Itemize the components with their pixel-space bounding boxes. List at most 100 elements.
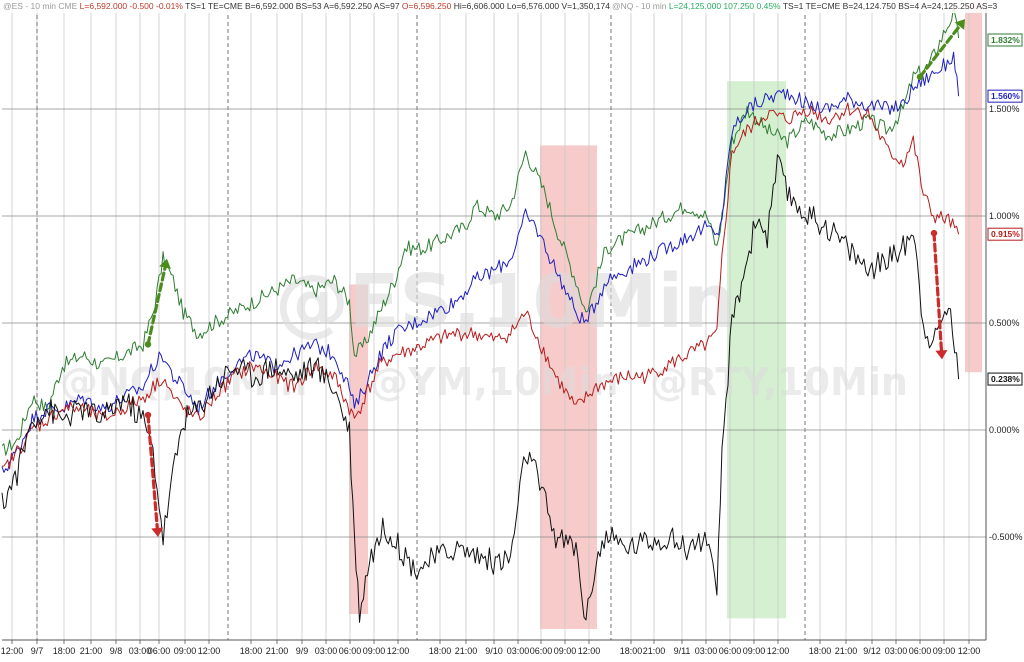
header-nq-field-6: TE=CME bbox=[803, 1, 840, 11]
arrow-shaft-1 bbox=[146, 265, 167, 346]
arrow-head-4 bbox=[935, 350, 948, 360]
y-axis: 1.500% 1.000% 0.500% 0.000% -0.500% bbox=[989, 104, 1023, 542]
x-tick-label-1: 12:00 bbox=[1, 646, 24, 656]
y-tick-label-3: 0.500% bbox=[989, 318, 1020, 328]
x-tick-label-33: 9/12 bbox=[863, 646, 881, 656]
header-nq-field-4: 0.45% bbox=[754, 1, 781, 11]
chart-grid bbox=[2, 8, 987, 641]
header-bar: @ES - 10 min CME L=6,592.000 -0.500 -0.0… bbox=[0, 0, 1024, 13]
last-value-label-ym: 0.915% bbox=[991, 229, 1020, 239]
x-tick-label-22: 09:00 bbox=[554, 646, 577, 656]
x-tick-label-34: 03:00 bbox=[885, 646, 908, 656]
last-value-label-rty: 0.238% bbox=[991, 374, 1020, 384]
watermark-big: @ES,10Min bbox=[275, 259, 736, 345]
last-value-box-rty bbox=[987, 372, 1023, 386]
y-tick-label-5: -0.500% bbox=[989, 532, 1023, 542]
last-value-label-nq: 1.832% bbox=[991, 35, 1020, 45]
highlight-band-2 bbox=[540, 145, 597, 630]
header-es-field-5: -0.01% bbox=[154, 1, 184, 11]
arrow-origin-dot-4 bbox=[930, 229, 938, 237]
header-es-field-8: B=6,592.000 bbox=[243, 1, 294, 11]
header-quote-es: @ES - 10 min CME L=6,592.000 -0.500 -0.0… bbox=[3, 1, 610, 11]
header-nq-field-5: TS=1 bbox=[781, 1, 804, 11]
x-tick-label-18: 21:00 bbox=[455, 646, 478, 656]
header-es-field-3: L=6,592.000 bbox=[77, 1, 127, 11]
header-nq-field-2: L=24,125.000 bbox=[666, 1, 721, 11]
arrow-head-3 bbox=[954, 19, 965, 30]
x-tick-label-4: 21:00 bbox=[80, 646, 103, 656]
x-tick-label-12: 9/9 bbox=[296, 646, 309, 656]
header-es-field-12: O=6,596.250 bbox=[400, 1, 452, 11]
x-tick-label-21: 06:00 bbox=[530, 646, 553, 656]
arrow-head-1 bbox=[159, 258, 171, 269]
header-es-field-1: @ES - 10 min bbox=[3, 1, 56, 11]
x-tick-label-24: 18:00 bbox=[620, 646, 643, 656]
x-tick-label-26: 9/11 bbox=[674, 646, 691, 656]
x-tick-label-31: 18:00 bbox=[809, 646, 832, 656]
arrow-shaft-3 bbox=[918, 24, 962, 79]
header-nq-field-7: B=24,124.750 bbox=[840, 1, 896, 11]
series-line-ym bbox=[1, 102, 960, 470]
series-line-nq bbox=[1, 6, 960, 456]
arrow-origin-dot-2 bbox=[144, 411, 152, 419]
x-tick-label-37: 12:00 bbox=[958, 646, 981, 656]
arrow-shaft-2 bbox=[146, 413, 159, 530]
arrow-origin-dot-1 bbox=[144, 341, 152, 348]
header-es-field-9: BS=53 bbox=[293, 1, 321, 11]
header-nq-field-10: AS=3 bbox=[974, 1, 997, 11]
x-tick-label-28: 06:00 bbox=[719, 646, 742, 656]
header-es-field-14: Lo=6,576.000 bbox=[505, 1, 560, 11]
header-es-field-7: TE=CME bbox=[206, 1, 243, 11]
last-value-box-es bbox=[987, 89, 1023, 103]
last-value-label-es: 1.560% bbox=[991, 91, 1020, 101]
header-es-field-2: CME bbox=[56, 1, 78, 11]
header-es-field-10: A=6,592.250 bbox=[322, 1, 373, 11]
header-nq-field-1: @NQ - 10 min bbox=[612, 1, 667, 11]
x-tick-label-35: 06:00 bbox=[909, 646, 932, 656]
header-nq-field-9: A=24,125.250 bbox=[919, 1, 974, 11]
watermark-rty: @RTY,10Min bbox=[650, 360, 908, 404]
x-tick-label-15: 09:00 bbox=[363, 646, 386, 656]
arrow-head-2 bbox=[151, 527, 164, 537]
x-tick-label-11: 21:00 bbox=[266, 646, 289, 656]
x-tick-label-23: 12:00 bbox=[578, 646, 601, 656]
header-es-field-15: V=1,350,174 bbox=[559, 1, 610, 11]
watermark-layer: @ES,10Min @NQ,10Min @YM,10Min @RTY,10Min bbox=[60, 259, 908, 404]
x-tick-label-3: 18:00 bbox=[53, 646, 76, 656]
x-tick-label-30: 12:00 bbox=[767, 646, 790, 656]
x-tick-label-19: 9/10 bbox=[485, 646, 503, 656]
last-value-box-nq bbox=[987, 33, 1023, 47]
annotation-arrows bbox=[144, 19, 965, 537]
x-tick-label-17: 18:00 bbox=[429, 646, 452, 656]
y-tick-label-1: 1.500% bbox=[989, 104, 1020, 114]
x-tick-label-16: 12:00 bbox=[387, 646, 410, 656]
header-quote-nq: @NQ - 10 min L=24,125.000 107.250 0.45% … bbox=[612, 1, 998, 11]
last-value-tags: 1.832% 1.560% 0.915% 0.238% bbox=[987, 33, 1023, 386]
x-tick-label-13: 03:00 bbox=[315, 646, 338, 656]
x-tick-label-29: 09:00 bbox=[743, 646, 766, 656]
x-tick-label-10: 18:00 bbox=[240, 646, 263, 656]
header-es-field-11: AS=97 bbox=[372, 1, 400, 11]
series-line-es bbox=[1, 51, 960, 473]
x-tick-label-36: 09:00 bbox=[933, 646, 956, 656]
x-tick-label-32: 21:00 bbox=[835, 646, 858, 656]
last-value-box-ym bbox=[987, 227, 1023, 241]
highlight-band-4 bbox=[965, 2, 982, 373]
highlight-band-1 bbox=[349, 284, 368, 615]
y-tick-label-4: 0.000% bbox=[989, 425, 1020, 435]
x-tick-label-20: 03:00 bbox=[507, 646, 530, 656]
x-tick-label-5: 9/8 bbox=[110, 646, 123, 656]
x-tick-label-8: 09:00 bbox=[174, 646, 197, 656]
x-tick-label-14: 06:00 bbox=[339, 646, 362, 656]
header-nq-field-3: 107.250 bbox=[721, 1, 754, 11]
x-tick-label-7: 06:00 bbox=[148, 646, 171, 656]
x-tick-label-2: 9/7 bbox=[31, 646, 44, 656]
header-nq-field-8: BS=4 bbox=[896, 1, 920, 11]
watermark-ym: @YM,10Min bbox=[370, 360, 619, 404]
header-es-field-6: TS=1 bbox=[183, 1, 206, 11]
x-tick-label-6: 03:00 bbox=[129, 646, 152, 656]
header-es-field-13: Hi=6,606.000 bbox=[451, 1, 504, 11]
